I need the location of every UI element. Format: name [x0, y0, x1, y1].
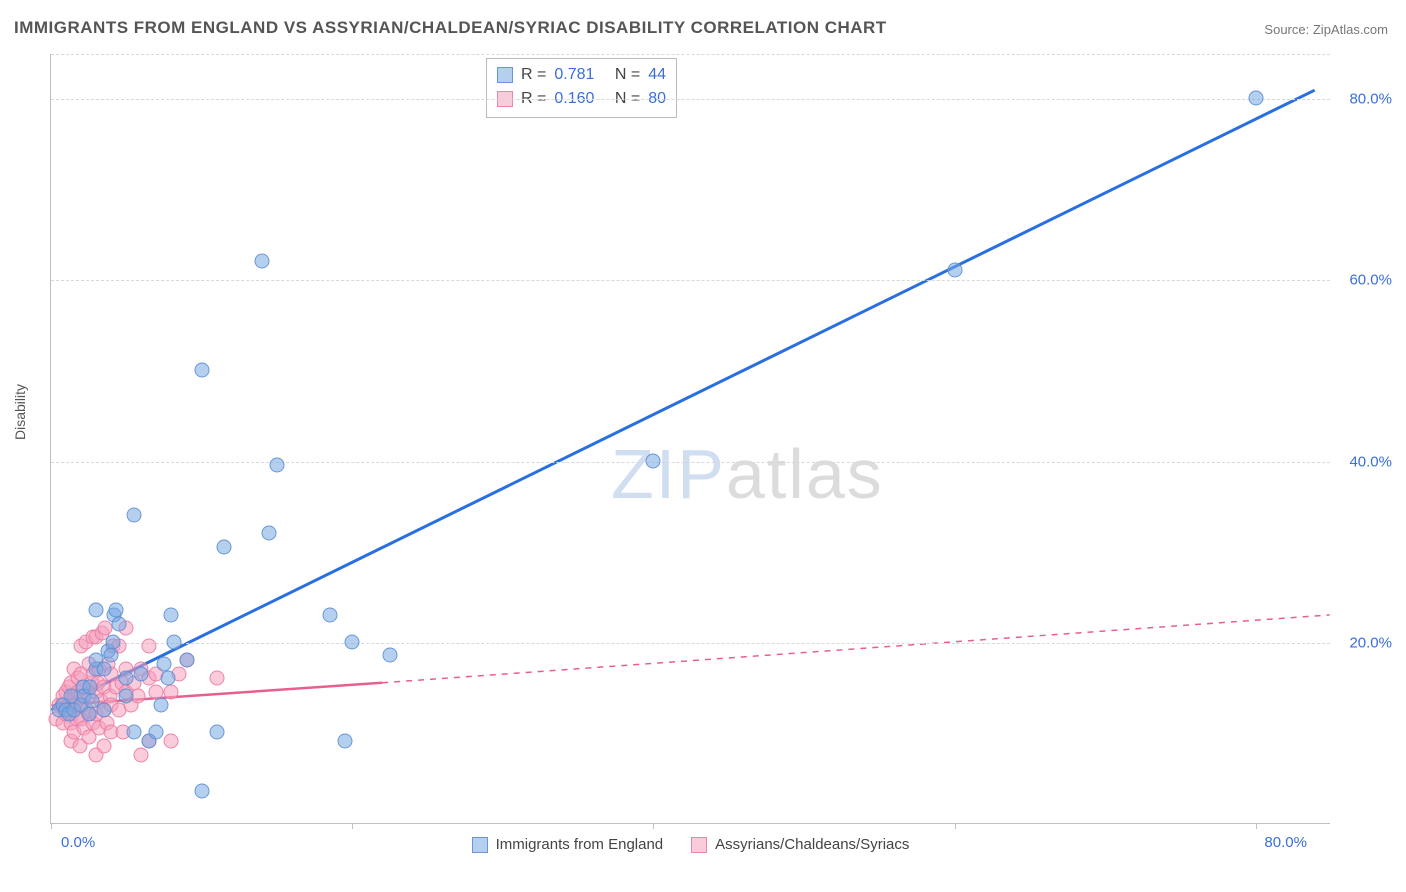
x-tick-label: 80.0% [1264, 834, 1307, 851]
r1-val: 0.781 [554, 63, 594, 87]
stat-row-1: R = 0.781 N = 44 [497, 63, 666, 87]
scatter-point-blue [161, 671, 176, 686]
scatter-point-blue [217, 539, 232, 554]
scatter-point-blue [337, 734, 352, 749]
scatter-point-pink [134, 748, 149, 763]
scatter-point-blue [89, 603, 104, 618]
watermark-zip: ZIP [611, 435, 726, 513]
y-axis-label: Disability [12, 384, 28, 440]
gridline-h [51, 643, 1330, 644]
scatter-point-blue [382, 648, 397, 663]
gridline-h [51, 462, 1330, 463]
scatter-point-blue [322, 607, 337, 622]
scatter-point-pink [164, 684, 179, 699]
gridline-h [51, 99, 1330, 100]
scatter-point-blue [119, 671, 134, 686]
scatter-point-blue [153, 698, 168, 713]
scatter-point-blue [119, 689, 134, 704]
scatter-point-blue [262, 526, 277, 541]
x-tick [51, 823, 52, 829]
scatter-point-blue [96, 662, 111, 677]
scatter-point-blue [164, 607, 179, 622]
scatter-point-blue [105, 634, 120, 649]
scatter-point-blue [1248, 91, 1263, 106]
scatter-point-blue [947, 263, 962, 278]
scatter-point-blue [134, 666, 149, 681]
scatter-point-pink [141, 639, 156, 654]
stat-legend-box: R = 0.781 N = 44 R = 0.160 N = 80 [486, 58, 677, 118]
legend-label-blue: Immigrants from England [496, 836, 664, 853]
source-attr: Source: ZipAtlas.com [1264, 22, 1388, 37]
swatch-blue-icon [497, 67, 513, 83]
x-tick [653, 823, 654, 829]
r1-label: R = [521, 63, 546, 87]
scatter-point-pink [164, 734, 179, 749]
scatter-point-blue [126, 508, 141, 523]
bottom-legend: Immigrants from England Assyrians/Chalde… [51, 836, 1330, 853]
n1-val: 44 [648, 63, 666, 87]
scatter-point-blue [269, 458, 284, 473]
watermark: ZIPatlas [611, 434, 884, 514]
swatch-blue-icon [472, 837, 488, 853]
scatter-point-blue [646, 453, 661, 468]
scatter-point-blue [209, 725, 224, 740]
scatter-point-blue [179, 652, 194, 667]
y-tick-label: 20.0% [1349, 634, 1392, 651]
scatter-point-blue [111, 616, 126, 631]
scatter-point-blue [194, 784, 209, 799]
scatter-point-pink [209, 671, 224, 686]
y-tick-label: 60.0% [1349, 272, 1392, 289]
source-label: Source: [1264, 22, 1309, 37]
y-tick-label: 80.0% [1349, 91, 1392, 108]
x-tick [955, 823, 956, 829]
scatter-point-blue [81, 707, 96, 722]
x-tick-label: 0.0% [61, 834, 95, 851]
scatter-point-blue [126, 725, 141, 740]
y-tick-label: 40.0% [1349, 453, 1392, 470]
scatter-point-blue [194, 363, 209, 378]
n1-label: N = [615, 63, 640, 87]
trend-lines [51, 54, 1330, 823]
swatch-pink-icon [691, 837, 707, 853]
legend-item-blue: Immigrants from England [472, 836, 664, 853]
scatter-point-blue [345, 634, 360, 649]
gridline-h [51, 54, 1330, 55]
x-tick [1256, 823, 1257, 829]
source-name: ZipAtlas.com [1313, 22, 1388, 37]
scatter-point-blue [149, 725, 164, 740]
chart-title: IMMIGRANTS FROM ENGLAND VS ASSYRIAN/CHAL… [14, 18, 887, 38]
scatter-point-blue [167, 634, 182, 649]
scatter-point-pink [96, 739, 111, 754]
gridline-h [51, 280, 1330, 281]
scatter-point-blue [254, 254, 269, 269]
scatter-point-blue [104, 648, 119, 663]
watermark-atlas: atlas [726, 435, 884, 513]
legend-item-pink: Assyrians/Chaldeans/Syriacs [691, 836, 909, 853]
scatter-point-blue [108, 603, 123, 618]
plot-area: ZIPatlas R = 0.781 N = 44 R = 0.160 N = … [50, 54, 1330, 824]
x-tick [352, 823, 353, 829]
legend-label-pink: Assyrians/Chaldeans/Syriacs [715, 836, 909, 853]
scatter-point-blue [96, 702, 111, 717]
